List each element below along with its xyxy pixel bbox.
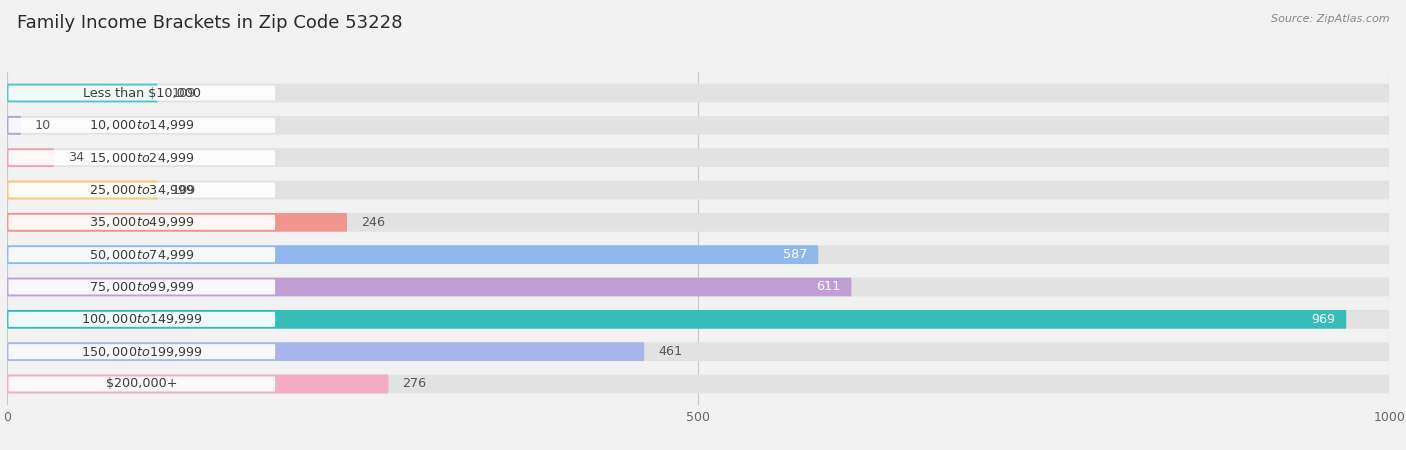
FancyBboxPatch shape — [7, 213, 347, 232]
Text: 10: 10 — [35, 119, 51, 132]
Text: $100,000 to $149,999: $100,000 to $149,999 — [82, 312, 202, 326]
FancyBboxPatch shape — [8, 344, 276, 359]
Text: 587: 587 — [783, 248, 807, 261]
Text: 109: 109 — [172, 184, 195, 197]
FancyBboxPatch shape — [7, 278, 1389, 297]
FancyBboxPatch shape — [8, 118, 276, 133]
Text: 34: 34 — [67, 151, 84, 164]
Text: $200,000+: $200,000+ — [105, 378, 177, 391]
Text: Less than $10,000: Less than $10,000 — [83, 86, 201, 99]
Text: 611: 611 — [817, 280, 841, 293]
Text: 246: 246 — [361, 216, 385, 229]
FancyBboxPatch shape — [7, 116, 1389, 135]
Text: $35,000 to $49,999: $35,000 to $49,999 — [89, 216, 194, 230]
FancyBboxPatch shape — [8, 215, 276, 230]
FancyBboxPatch shape — [7, 148, 1389, 167]
Text: 461: 461 — [658, 345, 682, 358]
FancyBboxPatch shape — [7, 180, 157, 199]
FancyBboxPatch shape — [8, 247, 276, 262]
FancyBboxPatch shape — [7, 310, 1389, 328]
FancyBboxPatch shape — [7, 245, 818, 264]
FancyBboxPatch shape — [8, 377, 276, 392]
Text: Source: ZipAtlas.com: Source: ZipAtlas.com — [1271, 14, 1389, 23]
FancyBboxPatch shape — [7, 84, 157, 103]
FancyBboxPatch shape — [7, 278, 852, 297]
Text: $25,000 to $34,999: $25,000 to $34,999 — [89, 183, 194, 197]
FancyBboxPatch shape — [7, 148, 53, 167]
Text: 109: 109 — [172, 86, 195, 99]
FancyBboxPatch shape — [7, 180, 1389, 199]
FancyBboxPatch shape — [8, 279, 276, 294]
FancyBboxPatch shape — [7, 116, 21, 135]
FancyBboxPatch shape — [8, 86, 276, 100]
FancyBboxPatch shape — [7, 310, 1347, 328]
FancyBboxPatch shape — [8, 312, 276, 327]
Text: $150,000 to $199,999: $150,000 to $199,999 — [82, 345, 202, 359]
FancyBboxPatch shape — [7, 342, 1389, 361]
FancyBboxPatch shape — [7, 374, 388, 393]
FancyBboxPatch shape — [8, 183, 276, 198]
Text: $50,000 to $74,999: $50,000 to $74,999 — [89, 248, 194, 261]
FancyBboxPatch shape — [7, 84, 1389, 103]
Text: Family Income Brackets in Zip Code 53228: Family Income Brackets in Zip Code 53228 — [17, 14, 402, 32]
FancyBboxPatch shape — [7, 245, 1389, 264]
FancyBboxPatch shape — [7, 374, 1389, 393]
FancyBboxPatch shape — [7, 213, 1389, 232]
FancyBboxPatch shape — [8, 150, 276, 165]
Text: 969: 969 — [1312, 313, 1336, 326]
Text: $10,000 to $14,999: $10,000 to $14,999 — [89, 118, 194, 132]
Text: 276: 276 — [402, 378, 426, 391]
Text: $15,000 to $24,999: $15,000 to $24,999 — [89, 151, 194, 165]
Text: $75,000 to $99,999: $75,000 to $99,999 — [89, 280, 194, 294]
FancyBboxPatch shape — [7, 342, 644, 361]
